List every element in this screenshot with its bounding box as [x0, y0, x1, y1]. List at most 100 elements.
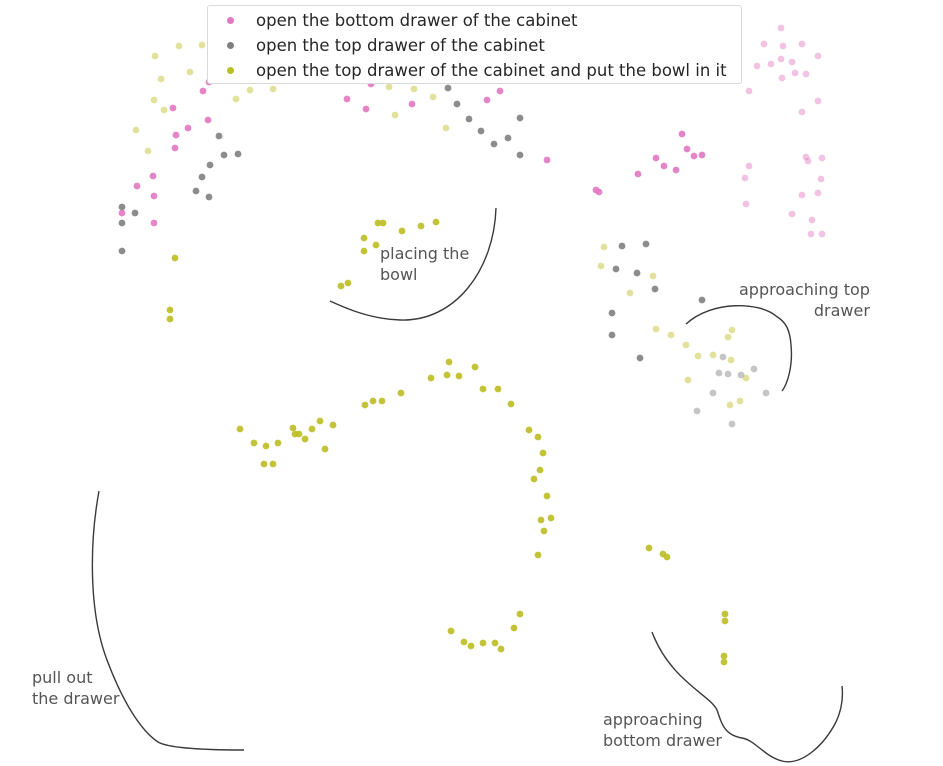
data-point — [205, 193, 213, 201]
data-point — [151, 52, 159, 60]
annotation-pull-out-the-drawer: pull out the drawer — [32, 668, 120, 708]
data-point — [762, 389, 770, 397]
data-point — [645, 544, 653, 552]
annotation-brackets — [91, 207, 844, 763]
data-point — [150, 192, 158, 200]
annotation-placing-the-bowl: placing the bowl — [380, 244, 470, 284]
data-point — [295, 430, 303, 438]
data-point — [693, 407, 701, 415]
bracket-approaching-top-drawer — [685, 304, 793, 392]
data-point — [778, 74, 786, 82]
data-point — [417, 222, 425, 230]
legend-marker-pink — [227, 17, 234, 24]
data-point — [814, 97, 822, 105]
data-point — [742, 374, 750, 382]
data-point — [651, 285, 659, 293]
data-point — [491, 639, 499, 647]
data-point — [410, 85, 418, 93]
data-point — [467, 642, 475, 650]
data-point — [260, 460, 268, 468]
data-point — [788, 58, 796, 66]
data-point — [398, 227, 406, 235]
data-point — [374, 219, 382, 227]
data-point — [490, 140, 498, 148]
data-point — [321, 445, 329, 453]
series-2 — [132, 36, 750, 666]
data-point — [144, 147, 152, 155]
data-point — [198, 41, 206, 49]
data-point — [753, 62, 761, 70]
data-point — [246, 86, 254, 94]
data-point — [236, 425, 244, 433]
data-point — [150, 96, 158, 104]
data-point — [814, 52, 822, 60]
data-point — [199, 87, 207, 95]
data-point — [791, 69, 799, 77]
legend-marker-gray — [227, 42, 234, 49]
data-point — [634, 170, 642, 178]
data-point — [798, 108, 806, 116]
bracket-approaching-bottom-drawer — [651, 631, 844, 763]
data-point — [192, 187, 200, 195]
data-point — [719, 353, 727, 361]
data-point — [494, 385, 502, 393]
data-point — [171, 144, 179, 152]
data-points — [118, 24, 826, 666]
data-point — [391, 111, 399, 119]
data-point — [667, 331, 675, 339]
data-point — [814, 189, 822, 197]
legend-entry-top-drawer: open the top drawer of the cabinet — [208, 33, 545, 58]
data-point — [507, 400, 515, 408]
data-point — [274, 439, 282, 447]
data-point — [132, 126, 140, 134]
annotation-approaching-top-drawer: approaching top drawer — [739, 280, 870, 320]
legend-label: open the bottom drawer of the cabinet — [256, 11, 578, 30]
data-point — [709, 351, 717, 359]
data-point — [444, 84, 452, 92]
data-point — [408, 100, 416, 108]
data-point — [171, 254, 179, 262]
data-point — [360, 247, 368, 255]
data-point — [160, 106, 168, 114]
data-point — [385, 83, 393, 91]
data-point — [429, 93, 437, 101]
data-point — [802, 153, 810, 161]
data-point — [432, 218, 440, 226]
data-point — [360, 234, 368, 242]
data-point — [626, 289, 634, 297]
legend-marker-olive — [227, 67, 234, 74]
data-point — [172, 131, 180, 139]
data-point — [728, 326, 736, 334]
data-point — [683, 145, 691, 153]
data-point — [720, 652, 728, 660]
data-point — [369, 397, 377, 405]
data-point — [234, 150, 242, 158]
data-point — [198, 173, 206, 181]
data-point — [442, 124, 450, 132]
data-point — [724, 333, 732, 341]
data-point — [698, 296, 706, 304]
data-point — [471, 363, 479, 371]
data-point — [698, 151, 706, 159]
legend-label: open the top drawer of the cabinet — [256, 36, 545, 55]
data-point — [727, 356, 735, 364]
data-point — [633, 269, 641, 277]
data-point — [618, 242, 626, 250]
data-point — [798, 191, 806, 199]
data-point — [262, 442, 270, 450]
data-point — [445, 358, 453, 366]
data-point — [504, 134, 512, 142]
data-point — [460, 638, 468, 646]
data-point — [525, 426, 533, 434]
data-point — [543, 156, 551, 164]
data-point — [220, 151, 228, 159]
data-point — [808, 216, 816, 224]
data-point — [678, 130, 686, 138]
data-point — [690, 152, 698, 160]
data-point — [289, 424, 297, 432]
data-point — [118, 209, 126, 217]
legend: open the bottom drawer of the cabinet op… — [207, 5, 742, 84]
data-point — [663, 553, 671, 561]
data-point — [329, 421, 337, 429]
